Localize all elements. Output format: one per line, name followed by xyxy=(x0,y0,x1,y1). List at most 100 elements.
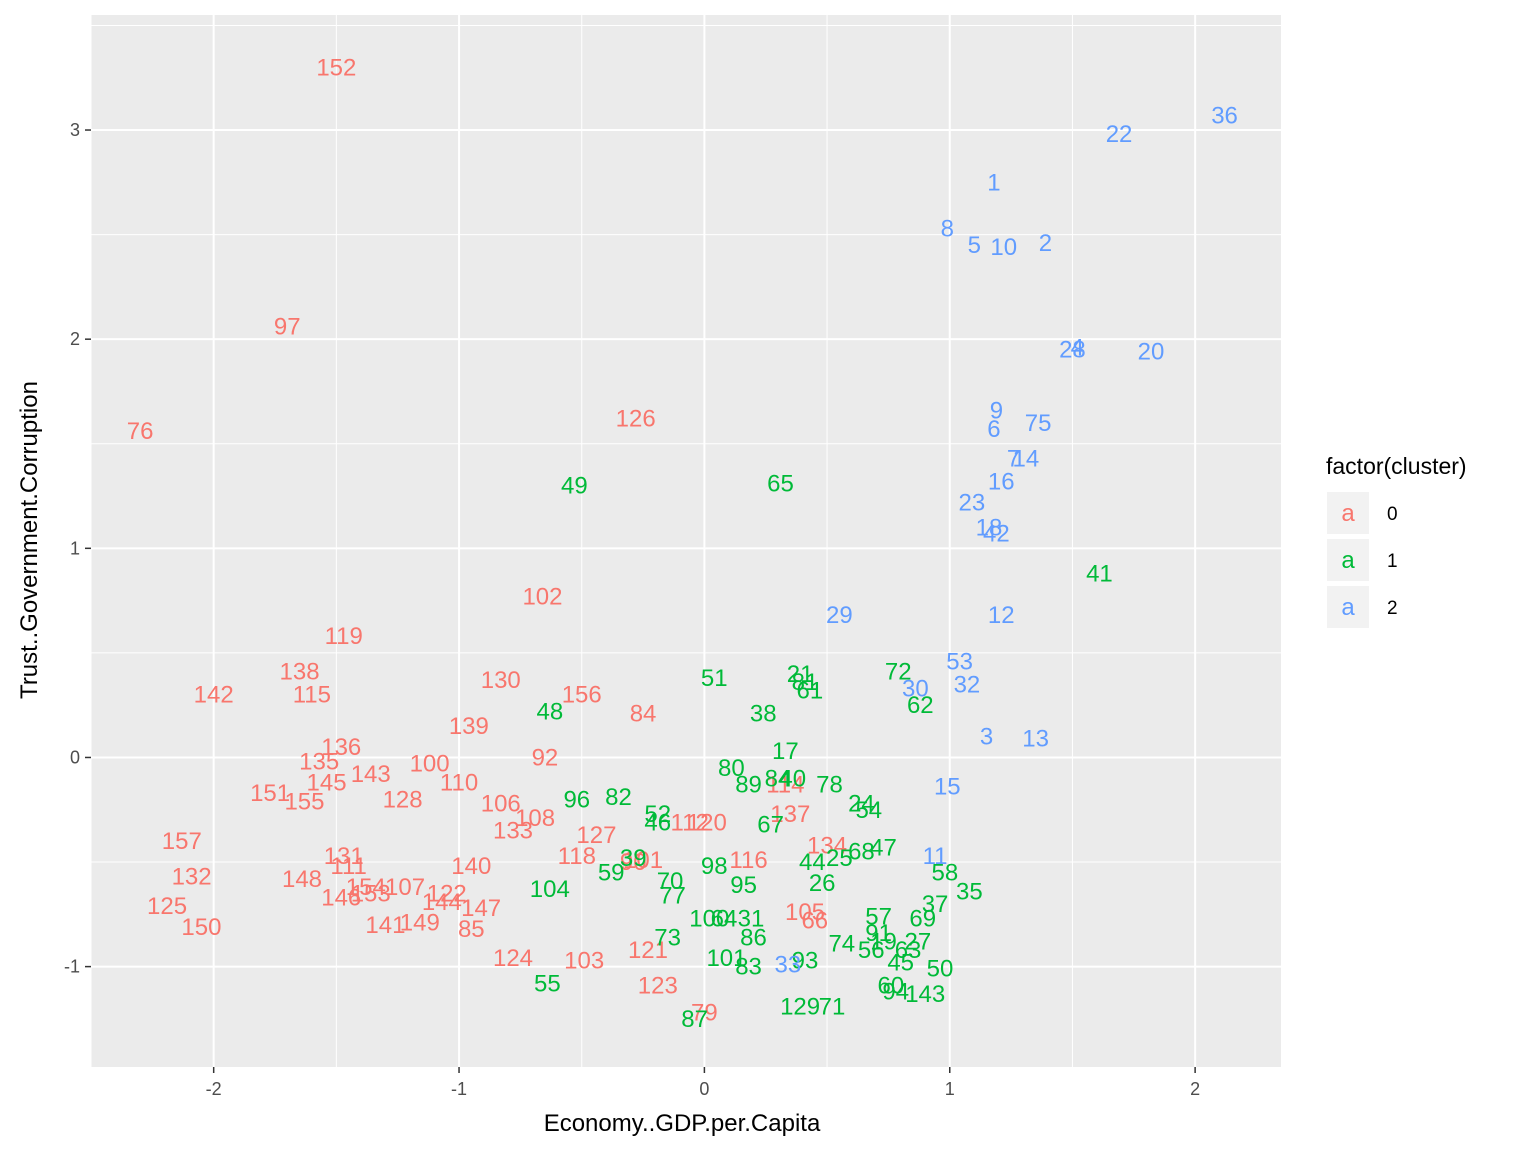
point-label: 60 xyxy=(878,972,905,999)
point-label: 11 xyxy=(923,843,948,870)
point-label: 47 xyxy=(870,834,897,861)
point-label: 19 xyxy=(870,929,897,956)
point-label: 84 xyxy=(765,765,792,792)
point-label: 122 xyxy=(427,880,467,907)
point-label: 100 xyxy=(689,906,729,933)
point-label: 64 xyxy=(711,906,738,933)
point-label: 92 xyxy=(532,744,559,771)
point-label: 26 xyxy=(809,870,836,897)
legend: factor(cluster) a 0a 1a 2 xyxy=(1326,453,1467,628)
point-label: 61 xyxy=(797,678,824,705)
point-label: 154 xyxy=(346,874,386,901)
point-label: 17 xyxy=(772,738,799,765)
point-label: 116 xyxy=(729,847,767,874)
point-label: 21 xyxy=(787,661,814,688)
point-label: 119 xyxy=(325,623,363,650)
y-axis-title: Trust..Government.Corruption xyxy=(16,381,43,699)
point-label: 38 xyxy=(750,701,777,728)
point-label: 83 xyxy=(735,954,762,981)
point-label: 23 xyxy=(958,489,985,516)
point-label: 124 xyxy=(493,945,533,972)
point-label: 32 xyxy=(954,671,981,698)
minor-gridlines xyxy=(90,15,1281,1067)
point-label: 108 xyxy=(515,805,555,832)
legend-label: 0 xyxy=(1387,504,1398,525)
point-label: 24 xyxy=(848,790,875,817)
point-label: 129 xyxy=(780,993,820,1020)
major-gridlines xyxy=(91,15,1281,1067)
legend-key-glyph: a xyxy=(1341,547,1355,574)
point-label: 90 xyxy=(620,849,647,876)
point-label: 9 xyxy=(990,397,1003,424)
point-label: 16 xyxy=(988,468,1015,495)
point-label: 101 xyxy=(623,847,663,874)
point-label: 157 xyxy=(162,828,202,855)
point-label: 105 xyxy=(785,899,825,926)
point-label: 130 xyxy=(481,667,521,694)
point-label: 77 xyxy=(659,883,686,910)
point-label: 35 xyxy=(956,878,983,905)
point-label: 31 xyxy=(738,906,765,933)
point-label: 120 xyxy=(687,809,727,836)
point-label: 91 xyxy=(865,920,892,947)
point-label: 70 xyxy=(657,868,684,895)
point-label: 13 xyxy=(1022,726,1049,753)
point-label: 110 xyxy=(440,770,478,797)
point-label: 8 xyxy=(941,215,954,242)
point-label: 57 xyxy=(865,903,892,930)
point-label: 20 xyxy=(1138,339,1165,366)
y-tick-label: 0 xyxy=(70,747,80,767)
point-label: 29 xyxy=(826,602,853,629)
point-label: 79 xyxy=(691,1000,718,1027)
legend-title: factor(cluster) xyxy=(1326,453,1467,479)
point-label: 89 xyxy=(735,772,762,799)
plot-panel xyxy=(91,15,1281,1067)
point-label: 144 xyxy=(422,889,462,916)
point-label: 78 xyxy=(816,772,843,799)
point-label: 62 xyxy=(907,692,934,719)
point-label: 114 xyxy=(766,772,804,799)
x-tick-labels: -2 -1 0 1 2 xyxy=(206,1079,1200,1099)
point-label: 71 xyxy=(819,993,846,1020)
point-label: 106 xyxy=(481,790,521,817)
point-label: 93 xyxy=(792,947,819,974)
point-label: 121 xyxy=(628,937,668,964)
point-label: 118 xyxy=(558,843,596,870)
point-label: 134 xyxy=(807,832,847,859)
point-label: 36 xyxy=(1211,102,1238,129)
point-label: 80 xyxy=(718,755,745,782)
point-label: 46 xyxy=(644,809,671,836)
point-label: 55 xyxy=(534,970,561,997)
point-label: 6 xyxy=(987,416,1000,443)
point-label: 75 xyxy=(1025,410,1052,437)
point-label: 65 xyxy=(767,470,794,497)
point-label: 63 xyxy=(895,937,922,964)
point-label: 104 xyxy=(530,876,570,903)
point-label: 153 xyxy=(351,880,391,907)
point-label: 103 xyxy=(564,947,604,974)
legend-key xyxy=(1327,586,1369,628)
point-label: 54 xyxy=(855,797,882,824)
legend-key xyxy=(1327,492,1369,534)
point-label: 2 xyxy=(1039,230,1052,257)
point-label: 37 xyxy=(922,891,949,918)
point-label: 28 xyxy=(1059,337,1086,364)
point-label: 147 xyxy=(461,895,501,922)
y-tick-labels: -1 0 1 2 3 xyxy=(64,120,80,977)
point-label: 128 xyxy=(383,786,423,813)
point-label: 127 xyxy=(576,822,616,849)
point-label: 87 xyxy=(681,1006,708,1033)
legend-items: a 0a 1a 2 xyxy=(1327,492,1398,628)
point-label: 22 xyxy=(1106,121,1133,148)
point-label: 39 xyxy=(620,845,647,872)
point-label: 59 xyxy=(598,859,625,886)
point-label: 33 xyxy=(774,952,801,979)
point-label: 107 xyxy=(385,874,425,901)
point-label: 100 xyxy=(410,751,450,778)
point-label: 95 xyxy=(730,872,757,899)
point-label: 149 xyxy=(400,910,440,937)
